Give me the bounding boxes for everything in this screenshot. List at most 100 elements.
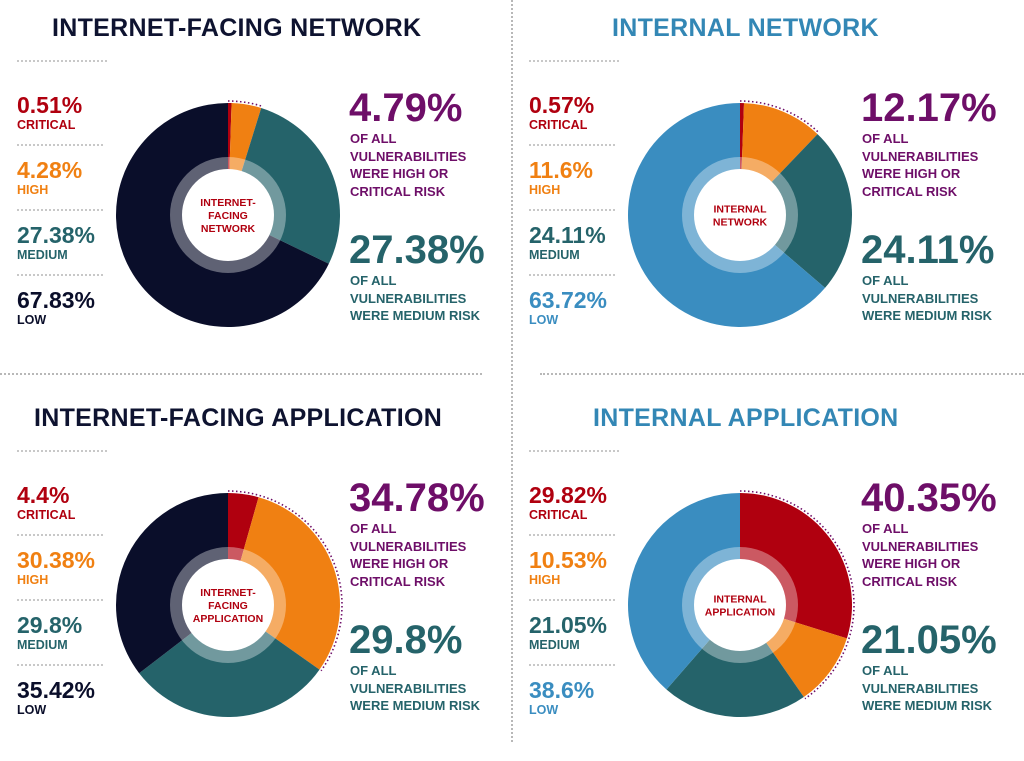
separator <box>17 274 103 276</box>
legend-label: HIGH <box>529 573 561 587</box>
legend-pct: 29.82% <box>529 482 608 508</box>
legend-label: CRITICAL <box>529 508 588 522</box>
legend: 0.57% CRITICAL 11.6% HIGH 24.11% MEDIUM 63.… <box>529 92 619 352</box>
text-line: WERE MEDIUM RISK <box>350 698 480 713</box>
legend: 0.51% CRITICAL 4.28% HIGH 27.38% MEDIUM 67.… <box>17 92 107 352</box>
legend-label: HIGH <box>529 183 561 197</box>
legend-pct: 10.53% <box>529 547 608 573</box>
quadrant-title: INTERNET-FACING NETWORK <box>52 14 422 42</box>
legend-pct: 27.38% <box>17 222 96 248</box>
legend-pct: 35.42% <box>17 677 96 703</box>
donut-hole <box>694 169 786 261</box>
slice-low <box>116 493 228 674</box>
medium-pct: 27.38% <box>349 228 485 272</box>
center-label-line: FACING <box>208 210 248 222</box>
high-critical-bracket <box>227 100 263 107</box>
separator <box>17 664 103 666</box>
center-label-line: INTERNAL <box>713 204 767 216</box>
separator <box>529 274 615 276</box>
legend-item-medium: 24.11% MEDIUM <box>529 222 619 287</box>
center-label-line: INTERNET- <box>200 197 256 209</box>
legend-item-high: 4.28% HIGH <box>17 157 107 222</box>
legend-item-critical: 29.82% CRITICAL <box>529 482 619 547</box>
text-line: VULNERABILITIES <box>862 538 979 554</box>
text-line: WERE MEDIUM RISK <box>862 308 992 323</box>
text-line: CRITICAL RISK <box>350 183 446 199</box>
high-critical-text: OF ALL VULNERABILITIES WERE HIGH OR CRIT… <box>862 520 1022 590</box>
legend-label: CRITICAL <box>17 508 76 522</box>
legend-item-critical: 0.51% CRITICAL <box>17 92 107 157</box>
text-line: VULNERABILITIES <box>350 680 467 696</box>
legend-pct: 0.51% <box>17 92 83 118</box>
text-line: WERE MEDIUM RISK <box>350 308 480 323</box>
high-critical-text: OF ALL VULNERABILITIES WERE HIGH OR CRIT… <box>350 130 510 200</box>
legend-label: MEDIUM <box>17 248 68 262</box>
text-line: OF ALL <box>350 131 397 146</box>
horizontal-divider-right <box>540 373 1024 375</box>
legend-item-low: 67.83% LOW <box>17 287 107 352</box>
separator <box>17 534 103 536</box>
title-rule <box>529 450 619 452</box>
slice-medium <box>740 134 852 288</box>
legend-item-high: 30.38% HIGH <box>17 547 107 612</box>
title-rule <box>529 60 619 62</box>
high-critical-pct: 40.35% <box>861 476 997 520</box>
quadrant-internet-facing-network: INTERNET-FACING NETWORK 0.51% CRITICAL 4.… <box>0 0 512 371</box>
legend-pct: 38.6% <box>529 677 595 703</box>
separator <box>529 664 615 666</box>
text-line: VULNERABILITIES <box>350 290 467 306</box>
center-label-line: INTERNET- <box>200 587 256 599</box>
text-line: VULNERABILITIES <box>862 680 979 696</box>
vertical-divider <box>511 0 513 742</box>
legend-label: CRITICAL <box>17 118 76 132</box>
legend-label: HIGH <box>17 183 49 197</box>
medium-pct: 29.8% <box>349 618 463 662</box>
legend-label: HIGH <box>17 573 49 587</box>
separator <box>17 144 103 146</box>
legend-label: LOW <box>529 703 559 717</box>
slice-medium <box>666 605 804 717</box>
text-line: VULNERABILITIES <box>350 148 467 164</box>
text-line: WERE MEDIUM RISK <box>862 698 992 713</box>
text-line: CRITICAL RISK <box>350 573 446 589</box>
legend-item-critical: 4.4% CRITICAL <box>17 482 107 547</box>
legend-pct: 11.6% <box>529 157 593 183</box>
legend-item-medium: 21.05% MEDIUM <box>529 612 619 677</box>
legend-label: MEDIUM <box>529 248 580 262</box>
legend-item-critical: 0.57% CRITICAL <box>529 92 619 157</box>
quadrant-title: INTERNAL APPLICATION <box>593 404 899 432</box>
text-line: WERE HIGH OR <box>350 556 449 571</box>
text-line: VULNERABILITIES <box>350 538 467 554</box>
high-critical-text: OF ALL VULNERABILITIES WERE HIGH OR CRIT… <box>862 130 1022 200</box>
text-line: WERE HIGH OR <box>862 166 961 181</box>
text-line: WERE HIGH OR <box>862 556 961 571</box>
center-label-line: NETWORK <box>201 223 256 235</box>
text-line: VULNERABILITIES <box>862 290 979 306</box>
legend-label: MEDIUM <box>17 638 68 652</box>
legend-pct: 67.83% <box>17 287 96 313</box>
quadrant-internal-network: INTERNAL NETWORK 0.57% CRITICAL 11.6% HIGH… <box>512 0 1024 371</box>
center-label-line: APPLICATION <box>705 607 775 619</box>
legend-pct: 21.05% <box>529 612 608 638</box>
quadrant-title: INTERNAL NETWORK <box>612 14 879 42</box>
slice-high <box>228 497 340 670</box>
separator <box>17 599 103 601</box>
legend-pct: 0.57% <box>529 92 595 118</box>
legend-pct: 24.11% <box>529 222 606 248</box>
legend-pct: 4.28% <box>17 157 83 183</box>
legend: 4.4% CRITICAL 30.38% HIGH 29.8% MEDIUM 35.4… <box>17 482 107 742</box>
legend-label: LOW <box>17 313 47 327</box>
medium-text: OF ALL VULNERABILITIES WERE MEDIUM RISK <box>862 272 1022 325</box>
horizontal-divider-left <box>0 373 482 375</box>
donut-hole <box>182 169 274 261</box>
legend-item-high: 11.6% HIGH <box>529 157 619 222</box>
high-critical-pct: 34.78% <box>349 476 485 520</box>
high-critical-pct: 4.79% <box>349 86 463 130</box>
legend-label: LOW <box>529 313 559 327</box>
separator <box>17 209 103 211</box>
separator <box>529 534 615 536</box>
title-rule <box>17 450 107 452</box>
high-critical-text: OF ALL VULNERABILITIES WERE HIGH OR CRIT… <box>350 520 510 590</box>
medium-text: OF ALL VULNERABILITIES WERE MEDIUM RISK <box>350 662 510 715</box>
